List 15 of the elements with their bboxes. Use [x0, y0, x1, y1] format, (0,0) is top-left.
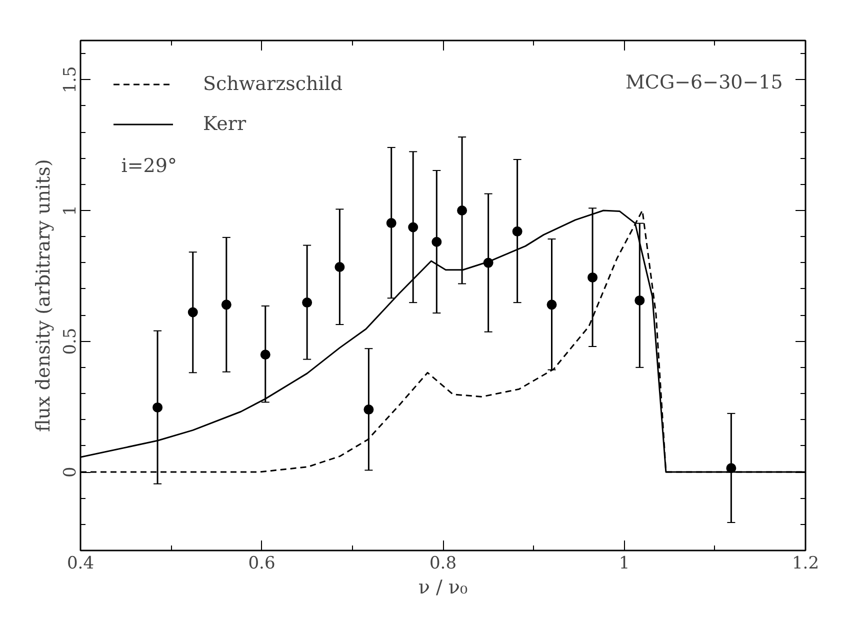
x-tick-label: 0.8 — [429, 554, 457, 574]
y-axis-title: flux density (arbitrary units) — [32, 159, 54, 432]
y-tick-label: 1 — [60, 205, 80, 216]
y-tick-label: 1.5 — [60, 66, 80, 94]
annotation: MCG−6−30−15 — [625, 71, 783, 94]
annotation: i=29° — [121, 155, 177, 178]
legend-label: Schwarzschild — [203, 73, 343, 95]
x-tick-label: 1 — [618, 554, 630, 574]
x-tick-label: 0.6 — [248, 554, 276, 574]
x-tick-label: 0.4 — [66, 554, 94, 574]
y-tick-label: 0 — [60, 466, 80, 478]
x-axis-title: ν / ν₀ — [418, 576, 468, 598]
x-tick-label: 1.2 — [792, 554, 820, 574]
legend-label: Kerr — [203, 113, 246, 135]
y-tick-label: 0.5 — [60, 328, 80, 355]
